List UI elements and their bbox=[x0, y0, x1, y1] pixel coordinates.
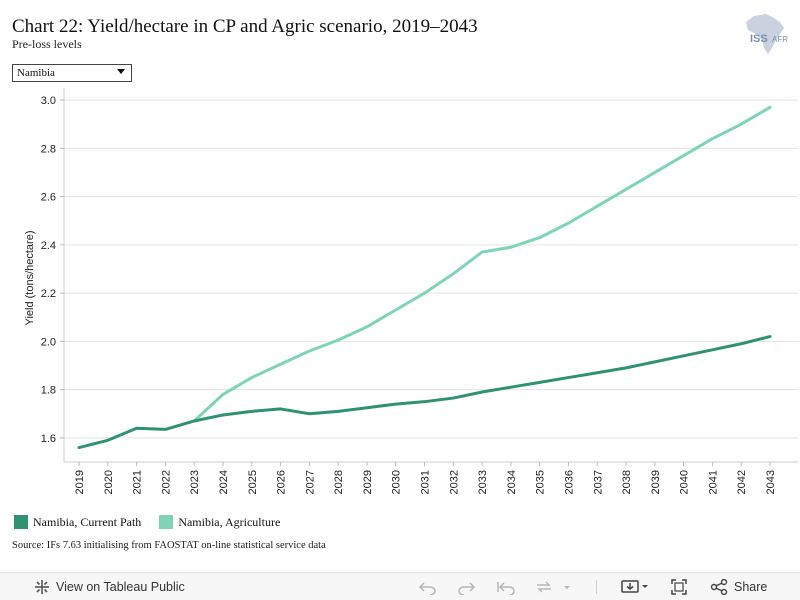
x-tick-label: 2022 bbox=[160, 470, 172, 494]
legend-label-current-path: Namibia, Current Path bbox=[33, 514, 142, 529]
undo-icon bbox=[418, 582, 436, 595]
fullscreen-icon bbox=[671, 579, 687, 595]
toolbar-separator bbox=[596, 580, 597, 594]
x-tick-label: 2020 bbox=[103, 470, 115, 494]
logo-text-afr: AFR bbox=[772, 35, 788, 44]
legend-item-current-path[interactable]: Namibia, Current Path bbox=[14, 515, 141, 530]
country-select[interactable]: Namibia bbox=[12, 64, 132, 82]
legend-swatch-current-path bbox=[14, 515, 28, 529]
series-line-agriculture[interactable] bbox=[192, 105, 772, 423]
chevron-down-icon bbox=[117, 69, 125, 74]
x-tick-label: 2040 bbox=[679, 470, 691, 494]
x-tick-label: 2032 bbox=[448, 470, 460, 494]
x-tick-label: 2041 bbox=[707, 470, 719, 494]
x-tick-label: 2019 bbox=[74, 470, 86, 494]
iss-africa-logo: ISS AFR bbox=[746, 14, 788, 54]
x-tick-label: 2043 bbox=[765, 470, 777, 494]
share-icon bbox=[710, 579, 728, 595]
y-axis-title: Yield (tons/hectare) bbox=[24, 231, 36, 326]
revert-button[interactable] bbox=[496, 573, 516, 600]
redo-icon bbox=[458, 582, 476, 595]
legend-swatch-agriculture bbox=[159, 515, 174, 529]
x-tick-label: 2036 bbox=[563, 470, 575, 494]
x-tick-label: 2029 bbox=[362, 470, 374, 494]
source-note: Source: IFs 7.63 initialising from FAOST… bbox=[12, 540, 326, 551]
tableau-toolbar: View on Tableau Public bbox=[0, 572, 800, 600]
x-axis: 2019 2020 2021 2022 2023 2024 2025 2026 2027 2028… bbox=[64, 461, 798, 494]
x-tick-label: 2027 bbox=[304, 470, 316, 494]
series-line-current-path[interactable] bbox=[77, 335, 772, 450]
share-label: Share bbox=[734, 580, 768, 594]
x-tick-label: 2023 bbox=[189, 470, 201, 494]
x-tick-label: 2021 bbox=[132, 470, 144, 494]
download-button[interactable] bbox=[620, 573, 654, 600]
y-tick-label: 1.6 bbox=[41, 433, 56, 445]
x-tick-label: 2035 bbox=[535, 470, 547, 494]
series-lines bbox=[77, 105, 772, 450]
y-tick-label: 1.8 bbox=[41, 385, 56, 397]
legend: Namibia, Current Path Namibia, Agricultu… bbox=[14, 512, 298, 532]
x-tick-label: 2038 bbox=[621, 470, 633, 494]
view-on-tableau-button[interactable]: View on Tableau Public bbox=[34, 573, 185, 600]
yield-line-chart: 1.6 1.8 2.0 2.2 2.4 2.6 2.8 3.0 2019 2020 2021 202… bbox=[24, 88, 798, 494]
y-tick-label: 2.6 bbox=[41, 192, 56, 204]
x-tick-label: 2024 bbox=[218, 470, 230, 494]
x-tick-label: 2030 bbox=[391, 470, 403, 494]
share-button[interactable]: Share bbox=[710, 573, 767, 600]
x-tick-label: 2028 bbox=[333, 470, 345, 494]
undo-button[interactable] bbox=[418, 573, 438, 600]
legend-item-agriculture[interactable]: Namibia, Agriculture bbox=[159, 515, 280, 530]
x-tick-label: 2039 bbox=[650, 470, 662, 494]
tableau-logo-icon bbox=[35, 580, 49, 594]
chart-subtitle: Pre-loss levels bbox=[12, 37, 82, 51]
y-tick-label: 2.2 bbox=[41, 288, 56, 300]
x-tick-label: 2034 bbox=[506, 470, 518, 494]
country-select-value: Namibia bbox=[17, 67, 55, 79]
y-tick-label: 2.4 bbox=[41, 240, 56, 252]
x-tick-label: 2026 bbox=[276, 470, 288, 494]
x-tick-label: 2025 bbox=[247, 470, 259, 494]
x-tick-label: 2037 bbox=[592, 470, 604, 494]
logo-text-iss: ISS bbox=[750, 33, 768, 45]
y-tick-label: 3.0 bbox=[41, 95, 56, 107]
y-tick-label: 2.8 bbox=[41, 143, 56, 155]
refresh-icon bbox=[537, 581, 570, 593]
download-icon bbox=[621, 580, 648, 593]
y-axis: 1.6 1.8 2.0 2.2 2.4 2.6 2.8 3.0 bbox=[41, 88, 65, 462]
africa-map-icon bbox=[746, 14, 784, 54]
view-on-tableau-label: View on Tableau Public bbox=[56, 580, 185, 594]
x-tick-label: 2031 bbox=[420, 470, 432, 494]
revert-icon bbox=[497, 582, 515, 595]
x-tick-label: 2042 bbox=[736, 470, 748, 494]
refresh-button[interactable] bbox=[534, 573, 570, 600]
y-tick-label: 2.0 bbox=[41, 336, 56, 348]
x-tick-label: 2033 bbox=[477, 470, 489, 494]
legend-label-agriculture: Namibia, Agriculture bbox=[178, 514, 281, 529]
grid-lines bbox=[64, 99, 798, 439]
chart-title: Chart 22: Yield/hectare in CP and Agric … bbox=[12, 16, 478, 37]
redo-button[interactable] bbox=[456, 573, 476, 600]
fullscreen-button[interactable] bbox=[670, 573, 688, 600]
